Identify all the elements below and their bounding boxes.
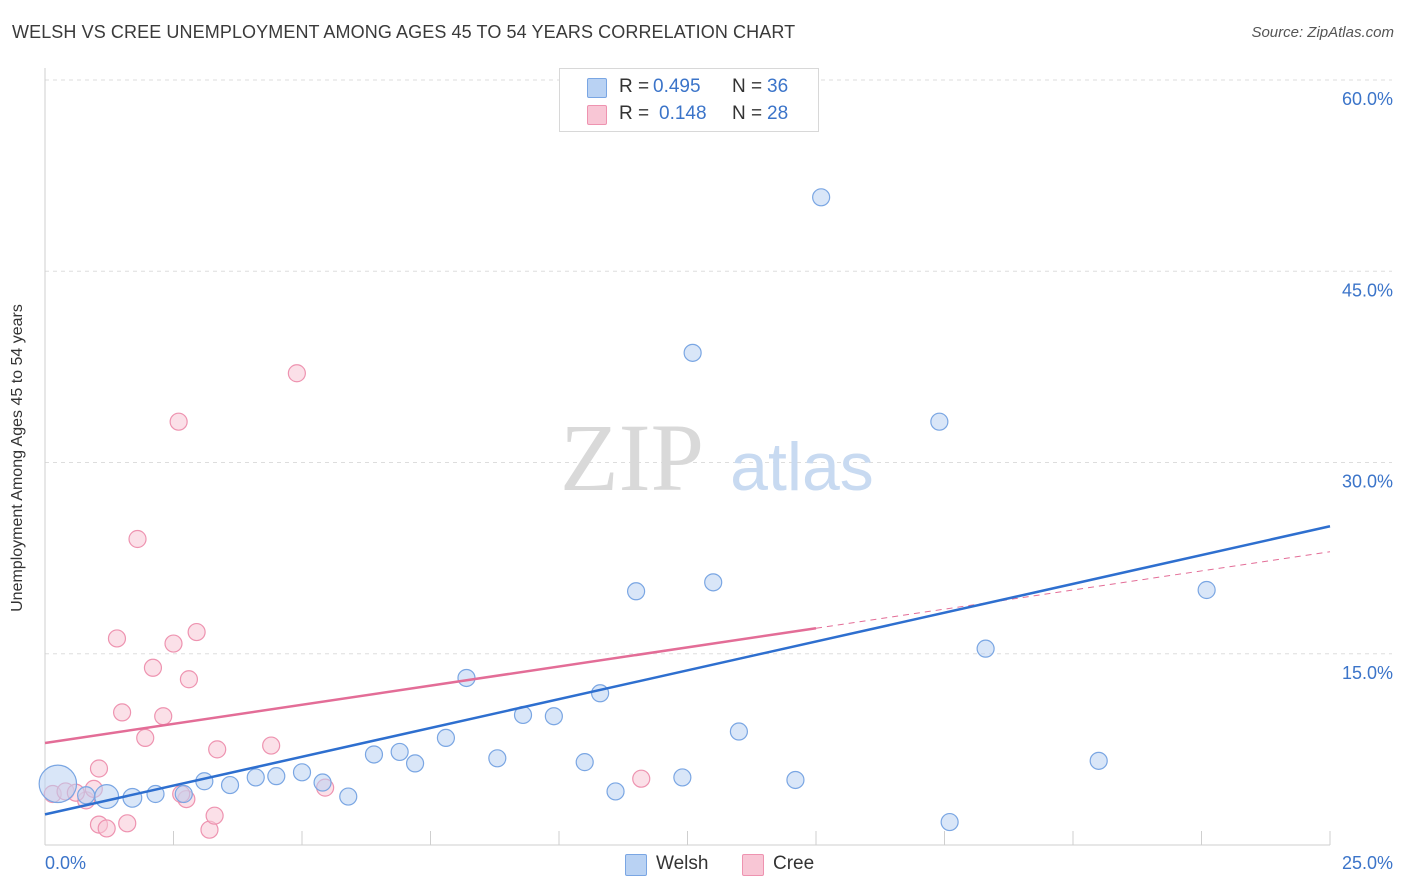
cree-point <box>136 728 155 748</box>
cree-point <box>128 529 147 549</box>
series-swatch-cree <box>742 854 764 876</box>
y-axis-label-wrap: Unemployment Among Ages 45 to 54 years <box>9 304 38 612</box>
cree-point <box>632 769 651 788</box>
welsh-point <box>436 728 456 748</box>
chart-title: WELSH VS CREE UNEMPLOYMENT AMONG AGES 45… <box>12 22 796 42</box>
welsh-point <box>220 775 240 795</box>
welsh-trend-line <box>44 525 1331 816</box>
legend-r-value: 0.495 <box>653 76 701 97</box>
axis-layer <box>44 68 1331 846</box>
watermark-atlas: atlas <box>730 429 874 505</box>
cree-point <box>287 364 306 383</box>
legend-row-cree: R = 0.148 N = 28 <box>560 101 818 127</box>
welsh-point <box>38 764 78 804</box>
legend-row-welsh: R = 0.495 N = 36 <box>560 74 818 100</box>
welsh-point <box>786 770 805 790</box>
cree-point <box>208 740 227 759</box>
welsh-point <box>544 707 563 726</box>
welsh-point <box>94 784 120 810</box>
cree-point <box>187 622 206 642</box>
cree-point <box>118 814 137 833</box>
watermark: ZIP atlas <box>560 404 874 511</box>
legend-r-label: R = <box>619 76 650 97</box>
trend-layer <box>44 525 1331 816</box>
welsh-point <box>1197 580 1216 600</box>
welsh-point <box>390 742 409 762</box>
y-tick-label: 30.0% <box>1342 472 1393 492</box>
welsh-point <box>246 768 265 787</box>
welsh-point <box>405 754 425 773</box>
y-tick-label: 60.0% <box>1342 89 1393 109</box>
welsh-point <box>364 745 384 764</box>
cree-point <box>154 707 173 726</box>
cree-point <box>262 736 281 755</box>
welsh-point <box>267 767 286 786</box>
cree-point <box>89 759 109 778</box>
welsh-point <box>976 639 995 658</box>
cree-point <box>164 634 183 653</box>
series-swatch-welsh <box>625 854 647 876</box>
correlation-legend: R = 0.495 N = 36 R = 0.148 N = 28 <box>559 68 819 132</box>
legend-n-value: 28 <box>767 103 789 124</box>
y-tick-label: 15.0% <box>1342 663 1393 683</box>
cree-point <box>143 658 163 677</box>
series-legend: Welsh Cree <box>0 852 1406 878</box>
welsh-point <box>77 786 96 805</box>
welsh-point <box>704 573 723 592</box>
y-tick-label: 45.0% <box>1342 280 1393 300</box>
x-tick-label: 0.0% <box>45 853 86 873</box>
welsh-point <box>626 582 646 601</box>
series-legend-label: Welsh <box>656 853 709 874</box>
welsh-point <box>930 412 949 431</box>
welsh-point <box>1089 751 1108 770</box>
cree-trend-extension <box>815 551 1331 629</box>
cree-point <box>179 670 199 689</box>
legend-n-value: 36 <box>767 76 789 97</box>
welsh-point <box>313 773 332 792</box>
welsh-point <box>606 782 625 801</box>
legend-swatch-cree <box>587 105 607 125</box>
x-tick-label: 25.0% <box>1342 853 1393 873</box>
y-axis-label: Unemployment Among Ages 45 to 54 years <box>9 304 26 612</box>
legend-n-label: N = <box>732 76 763 97</box>
cree-point <box>169 412 188 431</box>
welsh-point <box>940 812 959 832</box>
legend-swatch-welsh <box>587 78 607 98</box>
cree-point <box>205 806 224 825</box>
watermark-zip: ZIP <box>560 404 704 511</box>
welsh-point <box>292 763 312 782</box>
legend-n-label: N = <box>732 103 763 124</box>
welsh-point <box>122 787 143 808</box>
cree-point <box>112 703 132 722</box>
cree-trend-line <box>44 627 817 745</box>
welsh-point <box>575 753 594 772</box>
welsh-point <box>683 343 702 362</box>
welsh-points <box>38 188 1216 832</box>
legend-r-label: R = <box>619 103 650 124</box>
source-label: Source: ZipAtlas.com <box>1251 24 1394 41</box>
legend-r-value: 0.148 <box>659 103 707 124</box>
series-legend-label: Cree <box>773 853 815 874</box>
cree-point <box>107 629 127 648</box>
cree-point <box>97 819 116 838</box>
welsh-point <box>488 749 507 768</box>
welsh-point <box>812 188 831 207</box>
welsh-point <box>174 784 193 804</box>
welsh-point <box>339 787 358 806</box>
grid-layer <box>45 79 1392 655</box>
welsh-point <box>457 668 476 688</box>
tick-label-layer: 15.0% 30.0% 45.0% 60.0% 0.0% 25.0% <box>45 89 1393 873</box>
cree-points <box>43 364 651 839</box>
welsh-point <box>729 722 749 741</box>
welsh-point <box>673 768 692 787</box>
